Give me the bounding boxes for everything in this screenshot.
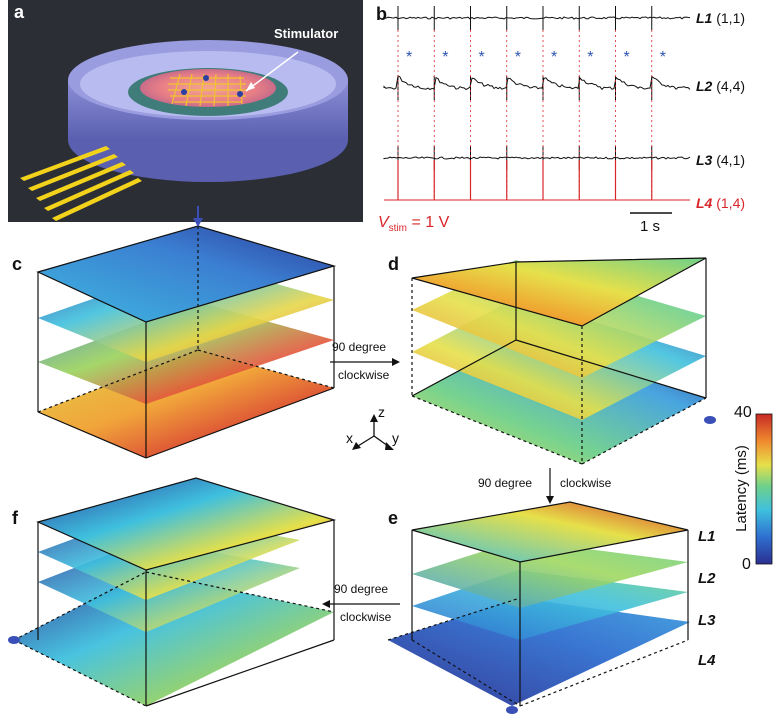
cube-c-layer-top: [38, 226, 334, 322]
rotation-d-e-line1: 90 degree: [478, 476, 533, 490]
vstim-sub: stim: [388, 223, 408, 235]
cube-f-stim-dot: [8, 636, 20, 644]
trace-name-l2: L2: [696, 78, 713, 94]
panel-label-b: b: [376, 4, 387, 24]
panel-label-f: f: [12, 508, 18, 528]
layer-label-l4: L4: [698, 652, 716, 669]
vstim-label: Vstim = 1 V: [378, 214, 449, 234]
trace-name-l3: L3: [696, 152, 713, 168]
colorbar-min-label: 0: [742, 556, 751, 573]
cube-e-layer-bottom: [388, 598, 690, 706]
cube-d-layer-top: [412, 258, 706, 326]
rotation-e-f-line1: 90 degree: [334, 582, 389, 596]
axis-label-y: y: [392, 430, 399, 446]
vstim-symbol: V: [378, 214, 389, 231]
cube-c-layer-3: [38, 302, 334, 404]
trace-label-l2: L2 (4,4): [696, 78, 745, 94]
trace-label-l3: L3 (4,1): [696, 152, 745, 168]
rotation-e-f-line2: clockwise: [340, 610, 392, 624]
colorbar: [755, 413, 773, 565]
cube-c-stim-arrowhead: [193, 218, 203, 227]
axis-x-arrow: [352, 442, 361, 450]
trace-coord-l2: (4,4): [716, 78, 746, 94]
rotation-d-e-line2: clockwise: [560, 476, 612, 490]
axis-label-z: z: [378, 404, 385, 420]
panel-label-a: a: [14, 2, 25, 22]
colorbar-title: Latency (ms): [732, 445, 750, 532]
axis-label-x: x: [346, 430, 353, 446]
cube-f: [8, 477, 337, 707]
trace-name-l1: L1: [696, 10, 713, 26]
cube-e: [387, 501, 690, 714]
rotation-c-d-line2: clockwise: [338, 368, 390, 382]
cube-f-layer-top: [38, 478, 334, 570]
panel-label-e: e: [388, 508, 399, 528]
cube-e-layer-top: [412, 502, 688, 562]
panel-a: a Stimulator: [8, 0, 363, 222]
cube-d-stim-dot: [704, 416, 716, 424]
trace-coord-l4: (1,4): [716, 195, 746, 211]
cube-e-layer-2: [412, 540, 688, 608]
cube-c-layer-bottom: [38, 350, 334, 458]
cube-e-stim-dot: [506, 706, 518, 714]
panel-label-d: d: [388, 254, 399, 274]
panel-label-c: c: [12, 254, 23, 274]
vstim-value: = 1 V: [411, 214, 450, 231]
trace-name-l4: L4: [696, 195, 713, 211]
arrow-d-to-e-head: [546, 496, 554, 504]
cube-d: [411, 257, 716, 465]
xyz-axes: [357, 420, 389, 447]
culture-dish-illustration: [20, 40, 348, 221]
arrow-e-to-f-head: [322, 600, 330, 608]
cube-c: [36, 206, 337, 459]
trace-label-l4: L4 (1,4): [696, 195, 745, 211]
axis-z-arrow: [370, 414, 378, 422]
trace-coord-l3: (4,1): [716, 152, 746, 168]
colorbar-max-label: 40: [734, 404, 752, 421]
arrow-c-to-d-head: [392, 358, 400, 366]
stimulator-label: Stimulator: [274, 26, 339, 41]
trace-label-l1: L1 (1,1): [696, 10, 745, 26]
rotation-c-d-line1: 90 degree: [332, 340, 387, 354]
trace-coord-l1: (1,1): [716, 10, 746, 26]
axis-y-arrow: [385, 442, 394, 450]
layer-label-l3: L3: [698, 612, 716, 629]
layer-label-l1: L1: [698, 528, 716, 545]
scale-bar-label: 1 s: [640, 218, 661, 235]
layer-label-l2: L2: [698, 570, 716, 587]
